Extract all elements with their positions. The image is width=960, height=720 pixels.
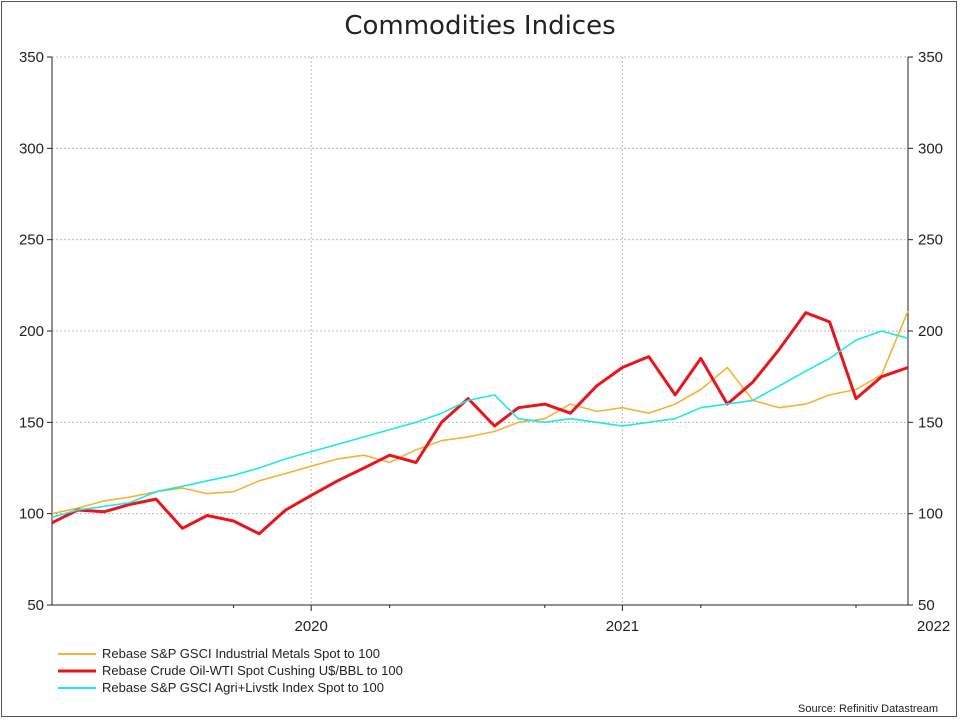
y-tick-label-right: 350 — [918, 49, 943, 66]
y-tick-label-right: 300 — [918, 140, 943, 157]
y-tick-label-left: 150 — [19, 414, 44, 431]
series-line — [51, 311, 909, 536]
y-tick-label-left: 300 — [19, 140, 44, 157]
series-lines — [51, 310, 909, 536]
legend-label: Rebase S&P GSCI Industrial Metals Spot t… — [102, 646, 380, 661]
legend: Rebase S&P GSCI Industrial Metals Spot t… — [58, 646, 403, 695]
x-tick-label: 2021 — [606, 618, 639, 635]
x-tick-label: 2020 — [294, 618, 327, 635]
y-tick-label-right: 250 — [918, 232, 943, 249]
y-tick-label-right: 50 — [918, 597, 935, 614]
series-line — [51, 330, 909, 519]
grid-lines — [52, 56, 908, 605]
chart-title: Commodities Indices — [344, 11, 615, 41]
source-note: Source: Refinitiv Datastream — [798, 703, 938, 715]
series-line — [51, 310, 909, 515]
y-tick-label-right: 150 — [918, 414, 943, 431]
y-tick-label-right: 100 — [918, 506, 943, 523]
x-tick-label: 2022 — [917, 618, 950, 635]
y-tick-label-left: 350 — [19, 49, 44, 66]
axes: 50 50 100 100 150 150 200 200 250 250 300 300 350 350… — [19, 49, 950, 635]
y-tick-label-left: 50 — [27, 597, 44, 614]
legend-label: Rebase S&P GSCI Agri+Livstk Index Spot t… — [102, 680, 384, 695]
legend-label: Rebase Crude Oil-WTI Spot Cushing U$/BBL… — [102, 663, 403, 678]
y-tick-label-left: 200 — [19, 323, 44, 340]
y-tick-label-right: 200 — [918, 323, 943, 340]
y-tick-label-left: 100 — [19, 506, 44, 523]
y-tick-label-left: 250 — [19, 232, 44, 249]
